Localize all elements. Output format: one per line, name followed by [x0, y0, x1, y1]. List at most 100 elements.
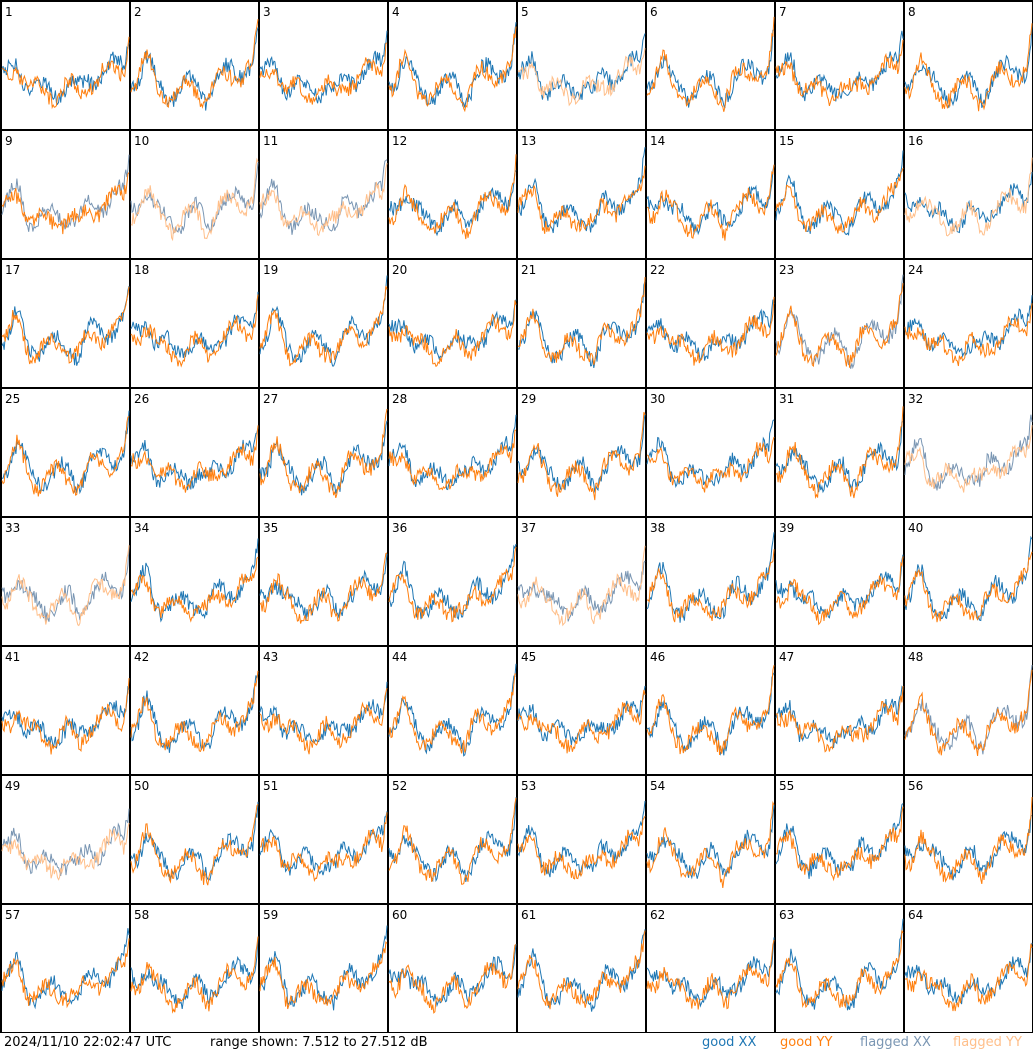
panel-55: 55: [775, 775, 904, 904]
series-yy-29: [517, 411, 646, 501]
series-yy-16: [904, 157, 1033, 237]
panel-61: 61: [517, 904, 646, 1033]
series-xx-8: [904, 25, 1033, 108]
panel-5: 5: [517, 1, 646, 130]
series-xx-64: [904, 942, 1033, 1005]
panel-32: 32: [904, 388, 1033, 517]
panel-frame: [130, 130, 259, 259]
panel-frame: [259, 259, 388, 388]
panel-1: 1: [1, 1, 130, 130]
panel-frame: [388, 775, 517, 904]
series-xx-6: [646, 29, 775, 109]
panel-label: 42: [134, 650, 149, 664]
panel-label: 61: [521, 908, 536, 922]
series-xx-36: [388, 543, 517, 620]
panel-frame: [388, 517, 517, 646]
panel-7: 7: [775, 1, 904, 130]
panel-frame: [388, 388, 517, 517]
series-yy-41: [1, 678, 130, 755]
series-yy-17: [1, 286, 130, 365]
panel-label: 36: [392, 521, 407, 535]
series-yy-52: [388, 797, 517, 885]
panel-51: 51: [259, 775, 388, 904]
panel-frame: [1, 259, 130, 388]
series-yy-42: [130, 670, 259, 753]
series-yy-34: [130, 556, 259, 623]
panel-44: 44: [388, 646, 517, 775]
panel-frame: [775, 775, 904, 904]
panel-label: 4: [392, 5, 400, 19]
panel-34: 34: [130, 517, 259, 646]
panel-47: 47: [775, 646, 904, 775]
panel-frame: [388, 1, 517, 130]
series-yy-9: [1, 172, 130, 235]
panel-label: 9: [5, 134, 13, 148]
series-xx-31: [775, 421, 904, 494]
series-yy-64: [904, 943, 1033, 1012]
panel-frame: [259, 517, 388, 646]
panel-frame: [646, 904, 775, 1033]
panel-41: 41: [1, 646, 130, 775]
series-yy-1: [1, 36, 130, 110]
series-xx-25: [1, 410, 130, 495]
series-yy-51: [259, 812, 388, 882]
panel-frame: [259, 646, 388, 775]
panel-53: 53: [517, 775, 646, 904]
panel-16: 16: [904, 130, 1033, 259]
panel-label: 12: [392, 134, 407, 148]
panel-label: 60: [392, 908, 407, 922]
panel-label: 64: [908, 908, 923, 922]
series-yy-6: [646, 16, 775, 112]
panel-label: 55: [779, 779, 794, 793]
series-yy-48: [904, 669, 1033, 756]
panel-frame: [259, 904, 388, 1033]
series-xx-29: [517, 413, 646, 493]
panel-64: 64: [904, 904, 1033, 1033]
panel-frame: [646, 517, 775, 646]
series-yy-32: [904, 425, 1033, 493]
series-yy-49: [1, 822, 130, 881]
series-yy-35: [259, 552, 388, 624]
panel-label: 47: [779, 650, 794, 664]
legend-good-xx: good XX: [702, 1035, 757, 1050]
series-xx-34: [130, 538, 259, 623]
panel-label: 26: [134, 392, 149, 406]
panel-frame: [775, 517, 904, 646]
panel-25: 25: [1, 388, 130, 517]
series-yy-47: [775, 685, 904, 753]
panel-frame: [1, 646, 130, 775]
panel-frame: [130, 388, 259, 517]
panel-label: 23: [779, 263, 794, 277]
series-xx-63: [775, 918, 904, 1011]
panel-label: 11: [263, 134, 278, 148]
series-xx-61: [517, 929, 646, 1012]
series-xx-39: [775, 554, 904, 619]
series-yy-28: [388, 429, 516, 491]
panel-label: 13: [521, 134, 536, 148]
panel-label: 37: [521, 521, 536, 535]
panel-frame: [1, 130, 130, 259]
panel-label: 59: [263, 908, 278, 922]
panel-33: 33: [1, 517, 130, 646]
panel-label: 32: [908, 392, 923, 406]
panel-label: 34: [134, 521, 149, 535]
series-yy-8: [904, 23, 1033, 112]
panel-40: 40: [904, 517, 1033, 646]
series-xx-45: [517, 685, 646, 746]
panel-60: 60: [388, 904, 517, 1033]
series-yy-58: [130, 936, 259, 1014]
series-yy-2: [130, 19, 259, 109]
panel-frame: [517, 1, 646, 130]
series-xx-20: [388, 299, 517, 361]
series-xx-28: [388, 414, 517, 491]
series-yy-55: [775, 806, 904, 882]
series-yy-4: [388, 26, 517, 113]
panel-58: 58: [130, 904, 259, 1033]
series-xx-23: [775, 274, 904, 370]
panel-label: 50: [134, 779, 149, 793]
panel-59: 59: [259, 904, 388, 1033]
panel-label: 38: [650, 521, 665, 535]
series-xx-26: [130, 427, 259, 491]
panel-8: 8: [904, 1, 1033, 130]
